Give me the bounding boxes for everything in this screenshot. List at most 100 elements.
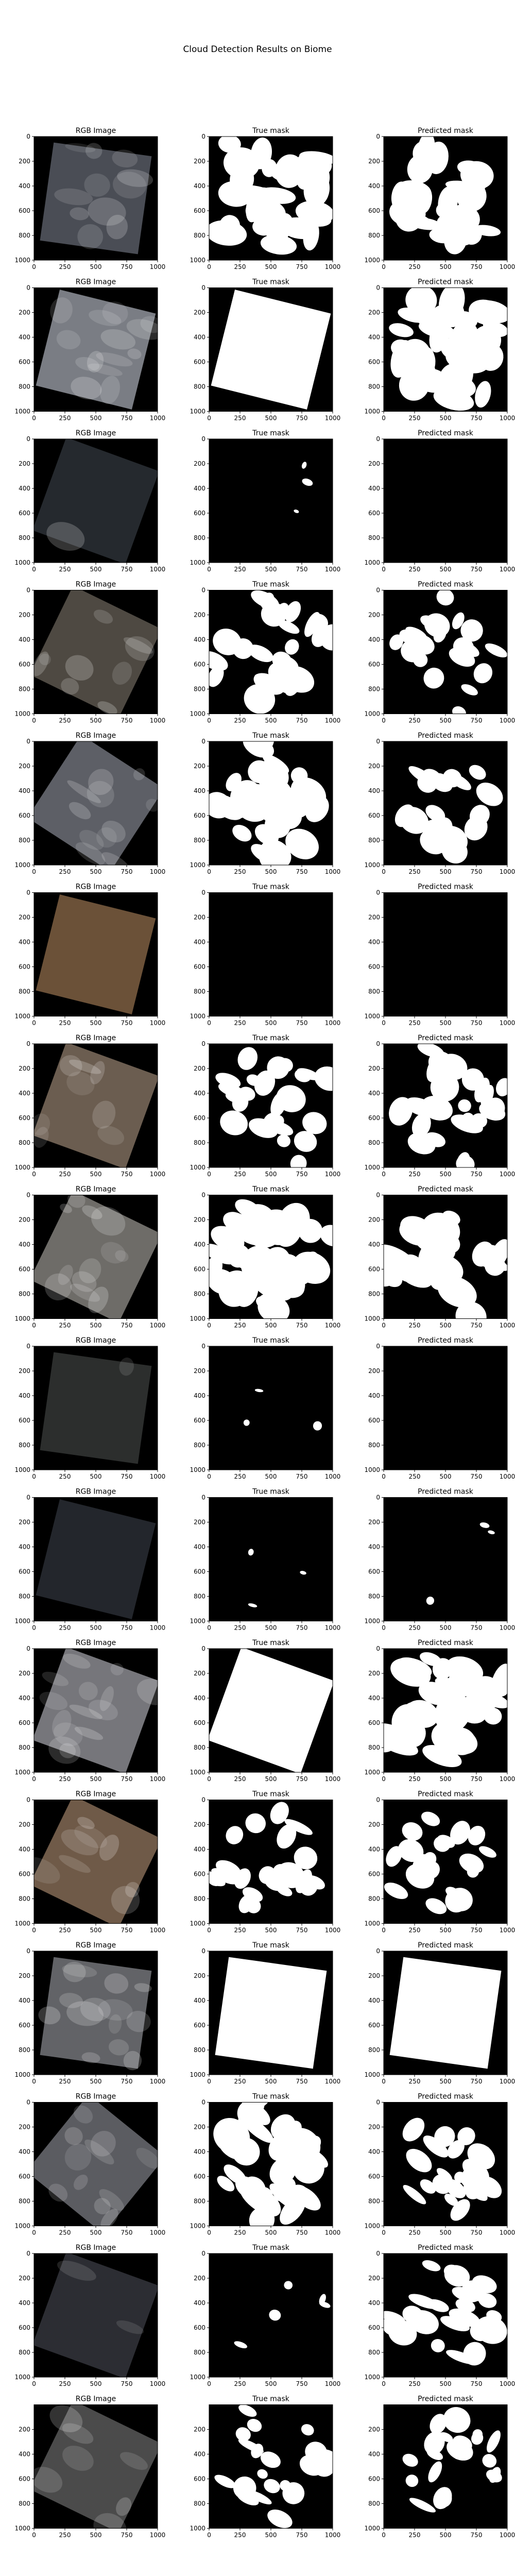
mask-cloud <box>232 638 254 659</box>
mask-cloud <box>476 783 503 806</box>
cloud-texture <box>113 172 147 199</box>
x-tick-label: 750 <box>471 415 483 422</box>
x-tick-label: 0 <box>382 1322 386 1329</box>
image-area <box>209 1044 333 1167</box>
x-tick-label: 1000 <box>325 415 341 422</box>
x-tick-label: 1000 <box>150 1322 166 1329</box>
x-tick-label: 1000 <box>325 717 341 724</box>
scene-tile <box>36 894 156 1014</box>
cloud-texture <box>91 1206 126 1236</box>
mask-cloud <box>277 1134 291 1147</box>
x-tick-label: 0 <box>207 2532 211 2539</box>
cloud-texture <box>44 1273 72 1301</box>
mask-cloud <box>293 2185 321 2211</box>
mask-cloud <box>232 2138 260 2166</box>
y-tick-label: 200 <box>368 2426 380 2433</box>
mask-cloud <box>473 663 493 684</box>
y-tick-label: 400 <box>368 1846 380 1853</box>
mask-cloud <box>484 1097 505 1121</box>
mask-cloud <box>482 2454 497 2468</box>
y-tick-label: 200 <box>19 612 30 619</box>
cloud-texture <box>39 1691 68 1710</box>
rgb-scene <box>36 290 156 410</box>
x-tick-label: 250 <box>234 2078 246 2085</box>
mask-cloud <box>408 217 442 230</box>
cloud-texture <box>101 820 126 843</box>
y-tick-label: 600 <box>194 2324 205 2331</box>
y-tick-label: 800 <box>19 988 30 995</box>
panel-title: Predicted mask <box>418 278 474 286</box>
cloud-texture <box>136 1679 158 1705</box>
mask-cloud <box>388 2320 417 2346</box>
mask-cloud <box>238 2404 257 2417</box>
mask-cloud <box>411 1113 431 1138</box>
mask-cloud <box>461 2280 487 2301</box>
y-tick-label: 1000 <box>14 2071 30 2078</box>
mask-cloud <box>260 839 291 865</box>
mask-cloud <box>294 509 299 513</box>
y-tick-label: 400 <box>19 787 30 794</box>
mask-cloud <box>403 2185 426 2205</box>
image-area <box>209 1649 333 1772</box>
panel-title: RGB Image <box>76 429 116 437</box>
mask-cloud <box>209 666 224 687</box>
y-tick-label: 800 <box>368 232 380 239</box>
cloud-texture <box>48 1736 81 1764</box>
x-tick-label: 500 <box>440 1322 452 1329</box>
panel-title: RGB Image <box>76 732 116 740</box>
x-tick-label: 250 <box>409 868 421 875</box>
y-tick-label: 1000 <box>14 257 30 264</box>
mask-cloud <box>284 2281 293 2290</box>
x-tick-label: 1000 <box>325 1927 341 1934</box>
y-tick-label: 0 <box>201 284 205 292</box>
y-tick-label: 1000 <box>14 710 30 718</box>
panel-title: Predicted mask <box>418 1790 474 1799</box>
y-tick-label: 200 <box>368 158 380 165</box>
x-tick-label: 500 <box>440 566 452 573</box>
x-tick-label: 750 <box>471 566 483 573</box>
x-tick-label: 750 <box>296 2229 308 2236</box>
y-tick-label: 600 <box>194 661 205 668</box>
x-tick-label: 500 <box>265 1020 277 1027</box>
mask-cloud <box>405 1097 435 1116</box>
y-tick-label: 400 <box>19 2299 30 2307</box>
y-tick-label: 1000 <box>364 2071 380 2078</box>
x-tick-label: 500 <box>90 1020 102 1027</box>
cloud-texture <box>67 780 101 803</box>
cloud-texture <box>84 2139 114 2165</box>
x-tick-label: 250 <box>409 1020 421 1027</box>
x-tick-label: 500 <box>440 2078 452 2085</box>
mask-cloud <box>467 1865 479 1878</box>
y-tick-label: 0 <box>376 1494 380 1501</box>
image-background <box>209 892 333 1016</box>
cloud-texture <box>62 2423 94 2444</box>
mask-cloud <box>294 1846 318 1870</box>
y-tick-label: 0 <box>376 1040 380 1047</box>
mask-cloud <box>437 1276 477 1308</box>
x-tick-label: 500 <box>90 1927 102 1934</box>
mask-cloud <box>285 639 299 655</box>
x-tick-label: 250 <box>409 415 421 422</box>
y-tick-label: 800 <box>368 383 380 391</box>
scene-tile <box>211 290 331 410</box>
mask-cloud <box>235 1279 259 1307</box>
y-tick-label: 200 <box>194 1065 205 1072</box>
mask-cloud <box>426 141 449 174</box>
image-area <box>384 1800 507 1924</box>
y-tick-label: 1000 <box>14 2374 30 2381</box>
cloud-texture <box>91 2131 116 2157</box>
mask-cloud <box>430 1072 459 1102</box>
y-tick-label: 200 <box>19 1972 30 1979</box>
x-tick-label: 500 <box>265 2078 277 2085</box>
cloud-texture <box>120 2452 148 2470</box>
y-tick-label: 600 <box>368 1417 380 1424</box>
x-tick-label: 750 <box>121 566 133 573</box>
y-tick-label: 800 <box>194 1291 205 1298</box>
y-tick-label: 200 <box>19 1367 30 1375</box>
x-tick-label: 250 <box>234 1020 246 1027</box>
scene-tile <box>34 1195 158 1319</box>
